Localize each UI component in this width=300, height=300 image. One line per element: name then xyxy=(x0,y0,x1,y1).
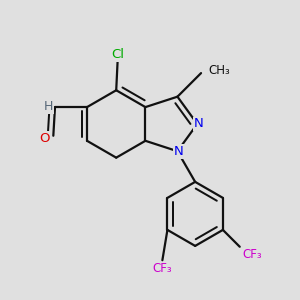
Text: Cl: Cl xyxy=(111,48,124,61)
Text: CF₃: CF₃ xyxy=(153,262,172,275)
Text: CF₃: CF₃ xyxy=(243,248,262,261)
Text: N: N xyxy=(174,145,184,158)
Text: N: N xyxy=(194,118,204,130)
Text: H: H xyxy=(44,100,53,113)
Text: O: O xyxy=(39,132,50,145)
Text: CH₃: CH₃ xyxy=(209,64,230,77)
